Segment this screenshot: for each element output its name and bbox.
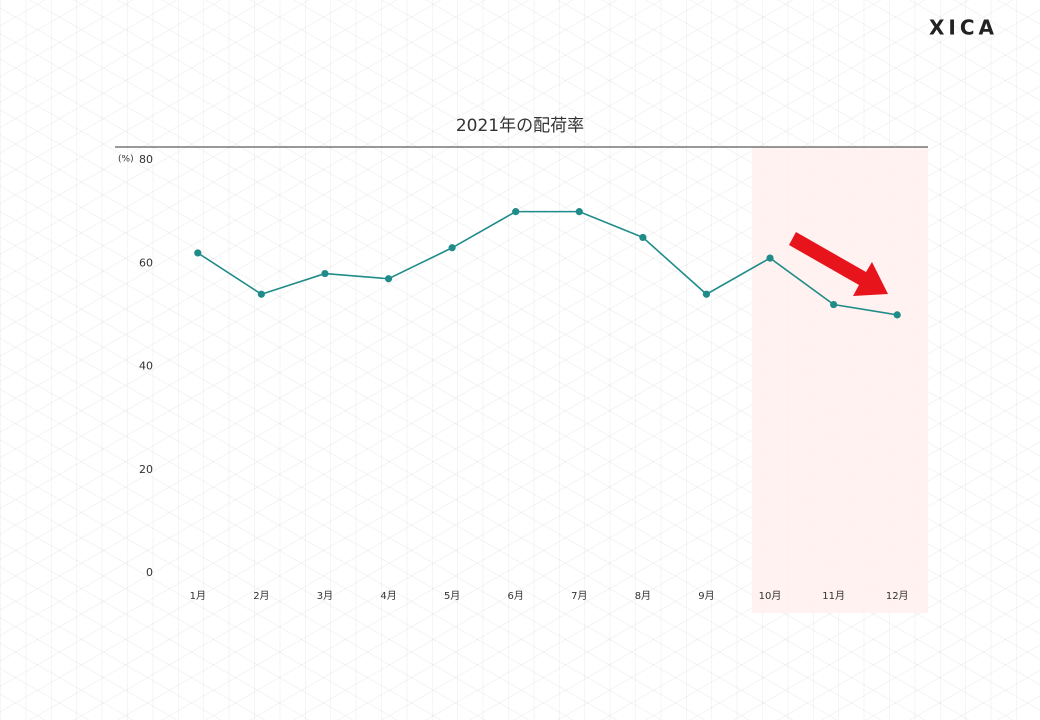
data-point	[702, 290, 711, 298]
data-point	[766, 254, 774, 262]
data-line	[197, 210, 898, 316]
data-point	[893, 311, 901, 319]
data-point	[639, 233, 647, 242]
trend-arrow	[789, 232, 888, 296]
x-tick-label: 7月	[571, 590, 587, 602]
x-tick-label: 12月	[886, 590, 909, 602]
highlight-region	[752, 147, 928, 613]
x-tick-label: 8月	[635, 590, 651, 602]
x-tick-label: 3月	[317, 590, 333, 602]
x-tick-label: 5月	[444, 590, 460, 602]
data-point	[257, 290, 265, 298]
x-tick-label: 2月	[253, 590, 269, 602]
data-point	[321, 269, 329, 278]
x-tick-label: 11月	[822, 590, 845, 602]
data-point	[384, 275, 393, 283]
x-tick-label: 6月	[508, 590, 524, 602]
data-point	[512, 208, 520, 216]
x-tick-label: 4月	[380, 590, 396, 602]
y-tick-label: 80	[139, 153, 153, 166]
data-point	[194, 249, 202, 257]
y-tick-label: 40	[139, 360, 153, 373]
brand-logo: XICA	[929, 16, 998, 40]
y-tick-label: 60	[139, 256, 153, 269]
y-tick-label: 20	[139, 463, 153, 476]
x-tick-label: 10月	[759, 590, 782, 602]
data-point	[575, 208, 583, 216]
y-tick-label: 0	[146, 566, 153, 579]
x-tick-label: 1月	[190, 590, 206, 602]
data-point	[830, 300, 838, 309]
x-tick-label: 9月	[698, 590, 714, 602]
y-unit: (%)	[118, 155, 134, 165]
arrow	[789, 232, 888, 296]
data-point	[448, 244, 456, 252]
chart-title: 2021年の配荷率	[456, 116, 584, 136]
